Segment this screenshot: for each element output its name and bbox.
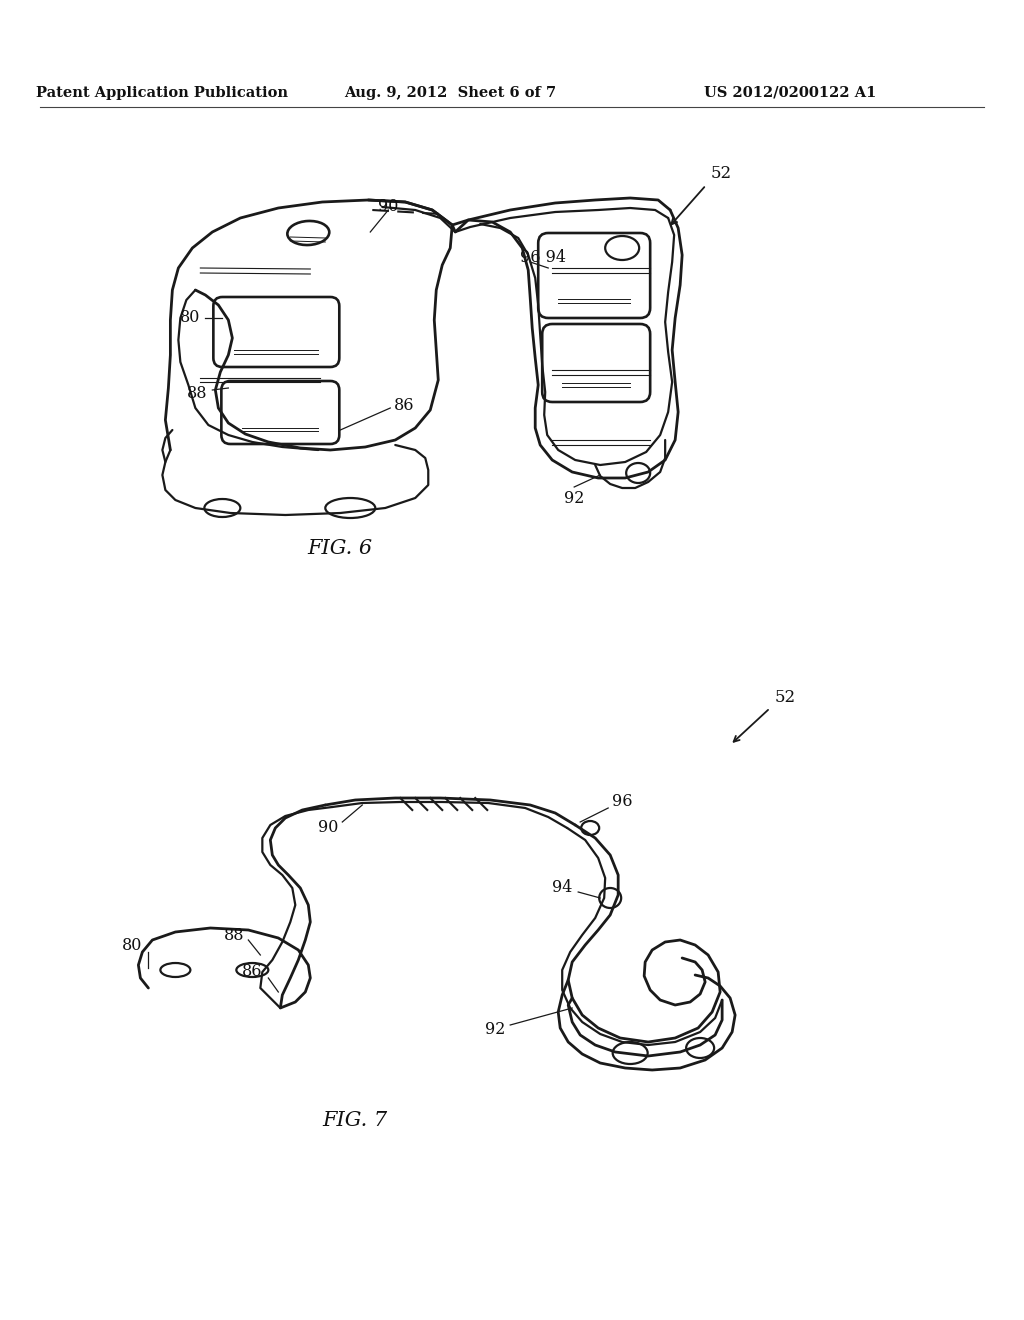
Text: US 2012/0200122 A1: US 2012/0200122 A1 <box>703 86 877 100</box>
Text: 90: 90 <box>378 198 398 215</box>
Text: 80: 80 <box>122 936 142 953</box>
Text: 94: 94 <box>552 879 572 896</box>
Text: Aug. 9, 2012  Sheet 6 of 7: Aug. 9, 2012 Sheet 6 of 7 <box>344 86 556 100</box>
Text: FIG. 7: FIG. 7 <box>323 1110 388 1130</box>
Text: FIG. 6: FIG. 6 <box>308 539 373 557</box>
Text: 52: 52 <box>710 165 731 181</box>
Text: 86: 86 <box>394 396 415 413</box>
Text: 88: 88 <box>224 927 245 944</box>
Text: 92: 92 <box>484 1022 505 1039</box>
Text: 52: 52 <box>775 689 797 706</box>
Text: Patent Application Publication: Patent Application Publication <box>37 86 289 100</box>
Text: 90: 90 <box>317 820 338 837</box>
Text: 92: 92 <box>564 490 585 507</box>
Text: 96: 96 <box>612 793 633 810</box>
Text: 86: 86 <box>242 964 262 981</box>
Text: 80: 80 <box>180 309 201 326</box>
Text: 88: 88 <box>186 384 207 401</box>
Text: 96 94: 96 94 <box>520 249 566 267</box>
